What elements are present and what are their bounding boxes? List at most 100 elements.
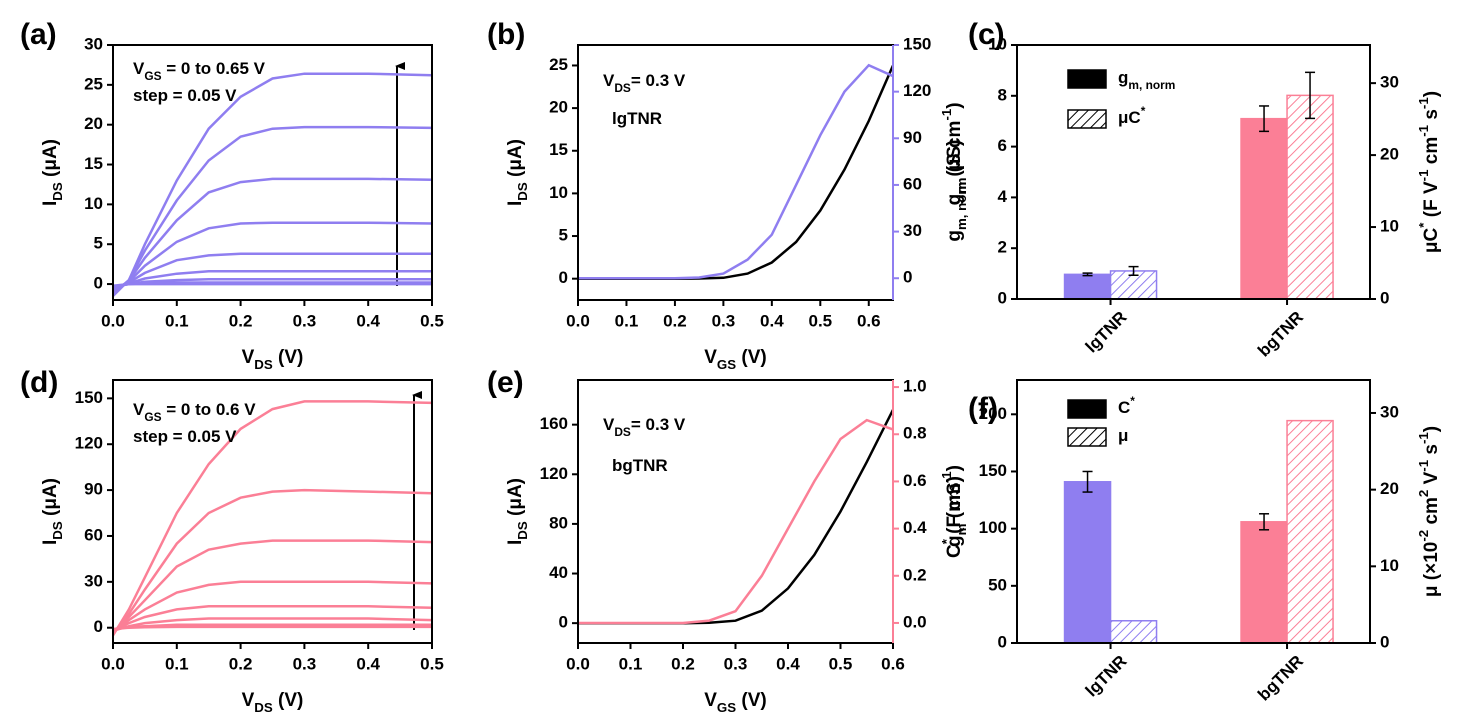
x-tick-label: 0.2 — [663, 311, 687, 330]
curve — [113, 625, 432, 631]
panel-label: (c) — [968, 18, 1005, 51]
annotation: step = 0.05 V — [133, 86, 237, 105]
y-axis-label-part: DS — [515, 182, 530, 201]
curve — [113, 72, 432, 297]
legend-swatch — [1067, 427, 1107, 447]
annotation-part: V — [133, 59, 145, 78]
y2-tick-label: 30 — [903, 221, 922, 240]
y-tick-label: 0 — [94, 274, 103, 293]
annotation-part: step = 0.05 V — [133, 427, 237, 446]
y-tick-label: 5 — [559, 226, 568, 245]
y2-tick-label: 30 — [1380, 73, 1399, 92]
error-bar — [1082, 470, 1093, 493]
y2-axis-label-part: ) — [1421, 426, 1442, 432]
y2-axis-label-part: μC — [1421, 227, 1442, 253]
y-tick-label: 30 — [84, 34, 103, 53]
y2-tick-label: 0 — [1380, 288, 1389, 307]
y2-tick-label: 90 — [903, 128, 922, 147]
y-tick-label: 160 — [540, 414, 568, 433]
x-axis-label-part: (V) — [273, 690, 304, 711]
y2-axis-label-part: V — [1421, 471, 1442, 489]
y-axis-label-part: I — [40, 540, 61, 545]
y2-axis-label-part: (mS) — [944, 476, 965, 524]
x-tick-label: lgTNR — [1082, 652, 1131, 701]
x-tick-label: 0.4 — [356, 654, 380, 673]
error-bar — [1259, 513, 1270, 531]
legend-swatch — [1067, 399, 1107, 419]
y2-tick-label: 0.6 — [903, 471, 927, 490]
plot-frame — [112, 379, 433, 644]
y-axis-label: gm, norm (S cm-1) — [939, 102, 969, 241]
y-axis-label-part: (μA) — [505, 139, 526, 182]
plot-frame — [1016, 379, 1371, 644]
y2-axis-label-part: -1 — [1416, 97, 1431, 109]
legend-label: C* — [1118, 394, 1135, 417]
y-axis-label: C* (F cm-1) — [939, 465, 965, 558]
x-tick-label: 0.1 — [619, 654, 643, 673]
y-tick-label: 100 — [979, 518, 1007, 537]
legend-label: gm, norm — [1118, 68, 1175, 92]
annotation-part: DS — [614, 425, 631, 439]
y-tick-label: 15 — [84, 154, 103, 173]
x-tick-label: 0.6 — [857, 311, 881, 330]
x-tick-label: 0.5 — [808, 311, 832, 330]
y-axis-label: IDS (μA) — [505, 139, 530, 206]
x-axis-label-part: V — [704, 347, 717, 368]
error-bar — [1305, 71, 1316, 120]
x-tick-label: bgTNR — [1254, 308, 1307, 361]
y-tick-label: 90 — [84, 480, 103, 499]
legend-label-part: m, norm — [1128, 78, 1175, 92]
x-tick-label: 0.0 — [101, 654, 125, 673]
y2-tick-label: 0 — [903, 268, 912, 287]
y-tick-label: 0 — [559, 613, 568, 632]
annotation: VGS = 0 to 0.6 V — [133, 400, 256, 424]
y2-tick-label: 0.8 — [903, 424, 927, 443]
y2-tick-label: 1.0 — [903, 377, 927, 396]
x-axis-label-part: V — [704, 690, 717, 711]
y-tick-label: 10 — [549, 183, 568, 202]
y2-axis-label-part: -1 — [1416, 432, 1431, 444]
annotation-part: V — [133, 400, 145, 419]
annotation: VGS = 0 to 0.65 V — [133, 59, 266, 83]
x-tick-label: 0.1 — [165, 654, 189, 673]
x-tick-label: 0.2 — [671, 654, 695, 673]
y-tick-label: 0 — [998, 632, 1007, 651]
x-tick-label: 0.4 — [760, 311, 784, 330]
y-axis-label-part: g — [944, 230, 965, 242]
y-axis-label-part: (μA) — [40, 478, 61, 521]
y2-axis-label-part: (F V — [1421, 181, 1442, 222]
plot-frame — [577, 379, 894, 644]
y2-axis-label-part: -1 — [1416, 124, 1431, 136]
y2-axis-label-part: -1 — [1416, 459, 1431, 471]
bar — [1240, 117, 1288, 300]
legend-swatch — [1067, 109, 1107, 129]
x-axis-label-part: DS — [254, 700, 273, 715]
x-tick-label: 0.6 — [881, 654, 905, 673]
y2-axis-label-part: cm — [1421, 497, 1442, 530]
x-tick-label: 0.4 — [356, 311, 380, 330]
y-axis-label: IDS (μA) — [505, 478, 530, 545]
y2-axis-label: μC* (F V-1 cm-1 s-1) — [1416, 91, 1442, 253]
x-tick-label: 0.3 — [293, 311, 317, 330]
curve — [578, 418, 893, 625]
y2-tick-label: 0.4 — [903, 518, 927, 537]
y-axis-label-part: DS — [50, 182, 65, 201]
x-axis-label-part: V — [242, 690, 255, 711]
y-axis-label-part: (S cm — [944, 121, 965, 178]
curve — [113, 282, 432, 287]
legend-label-part: g — [1118, 68, 1128, 87]
y2-tick-label: 30 — [1380, 402, 1399, 421]
x-tick-label: 0.2 — [229, 654, 253, 673]
y-axis-label-part: I — [40, 201, 61, 206]
y-tick-label: 60 — [84, 525, 103, 544]
bar — [1109, 620, 1158, 644]
y-axis-label-part: DS — [515, 521, 530, 540]
curve — [113, 400, 432, 637]
curve — [113, 605, 432, 632]
y2-axis-label-part: s — [1421, 109, 1442, 125]
y2-tick-label: 20 — [1380, 145, 1399, 164]
x-tick-label: bgTNR — [1254, 652, 1307, 705]
y2-axis-label-part: -2 — [1416, 530, 1431, 542]
curve — [113, 125, 432, 295]
annotation-part: = 0.3 V — [631, 71, 686, 90]
